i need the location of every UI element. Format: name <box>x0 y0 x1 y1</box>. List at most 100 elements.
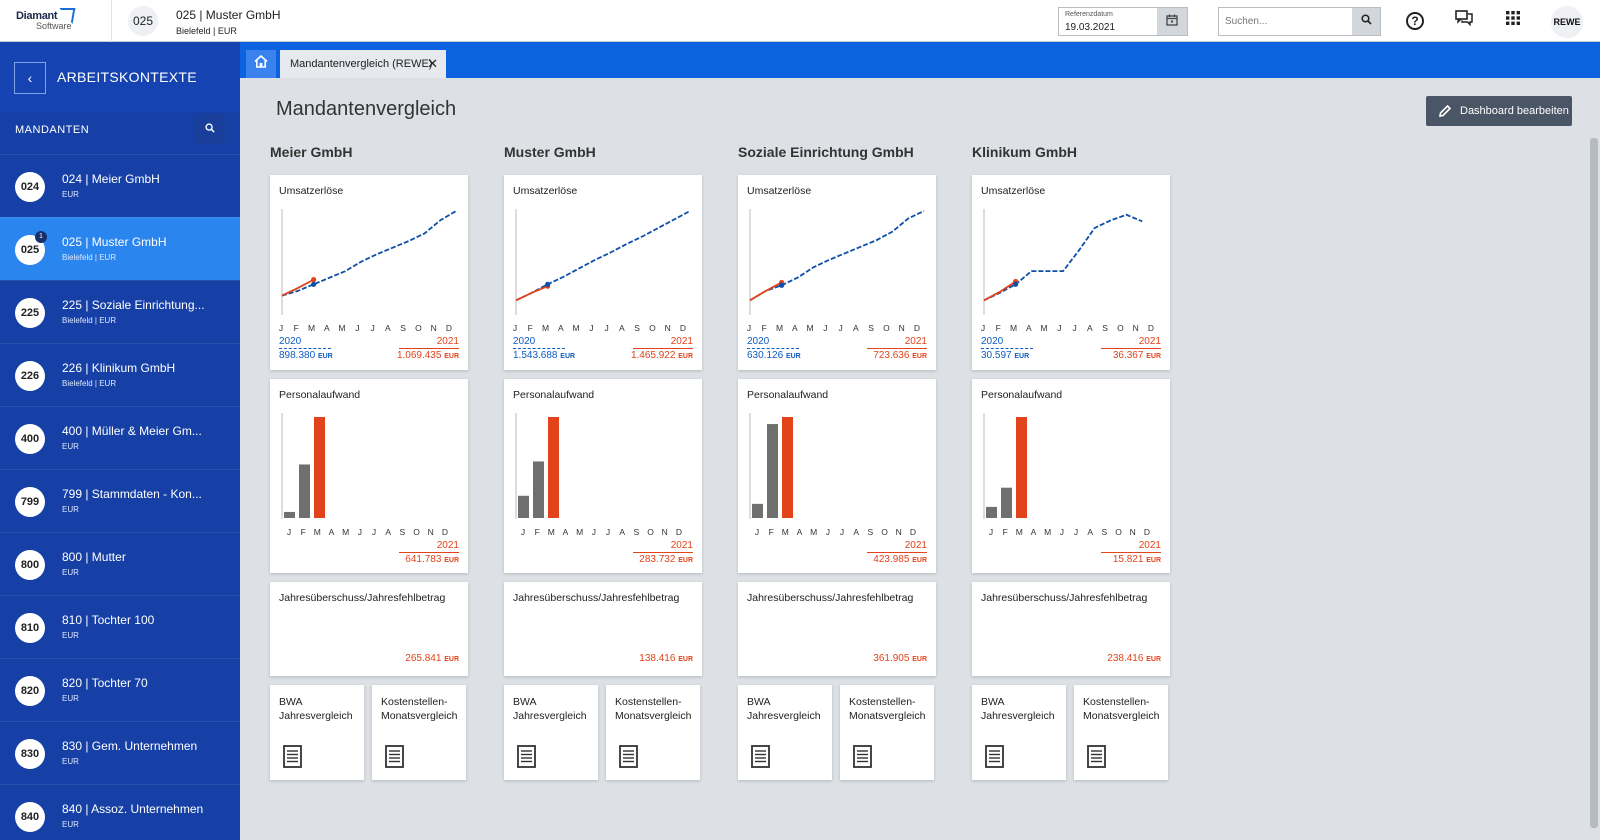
sidebar-item-024[interactable]: 024 024 | Meier GmbH EUR <box>0 154 240 217</box>
help-icon[interactable]: ? <box>1406 12 1424 30</box>
kostenstellen-card[interactable]: Kostenstellen-Monatsvergleich <box>1074 685 1168 780</box>
chat-icon[interactable] <box>1453 10 1475 32</box>
mandant-name: 810 | Tochter 100 <box>62 613 155 627</box>
calendar-icon[interactable] <box>1157 8 1187 35</box>
month-tick-label: A <box>796 527 803 537</box>
card-title: Jahresüberschuss/Jahresfehlbetrag <box>513 592 680 604</box>
logo-line2: Software <box>36 21 72 31</box>
jahresueberschuss-card[interactable]: Jahresüberschuss/Jahresfehlbetrag 361.905… <box>738 582 936 676</box>
kostenstellen-card[interactable]: Kostenstellen-Monatsvergleich <box>840 685 934 780</box>
bwa-card[interactable]: BWA Jahresvergleich <box>504 685 598 780</box>
user-avatar[interactable]: REWE <box>1551 6 1583 38</box>
month-tick-label: D <box>909 527 916 537</box>
sidebar-item-025[interactable]: 025 1 025 | Muster GmbH Bielefeld | EUR <box>0 217 240 280</box>
month-tick-label: F <box>293 323 299 333</box>
document-icon <box>283 745 302 768</box>
sidebar-item-800[interactable]: 800 800 | Mutter EUR <box>0 532 240 595</box>
scrollbar[interactable] <box>1590 138 1598 828</box>
umsatz-card[interactable]: Umsatzerlöse 2020 630.126 EUR 2021 723.636 E… <box>738 175 936 370</box>
bar-month-F <box>299 464 310 518</box>
sidebar-item-810[interactable]: 810 810 | Tochter 100 EUR <box>0 595 240 658</box>
context-code-badge[interactable]: 025 <box>128 6 158 36</box>
value-number: 423.985 <box>873 554 910 565</box>
mandant-subtitle: EUR <box>62 820 79 829</box>
kostenstellen-card[interactable]: Kostenstellen-Monatsvergleich <box>372 685 466 780</box>
sidebar-item-226[interactable]: 226 226 | Klinikum GmbH Bielefeld | EUR <box>0 343 240 406</box>
month-tick-label: S <box>868 323 874 333</box>
personal-card[interactable]: Personalaufwand 2021 423.985 EUR J F M A M J J A S O… <box>738 379 936 573</box>
month-tick-label: F <box>1002 527 1008 537</box>
month-tick-label: A <box>619 323 625 333</box>
prev-year-label: 2020 <box>981 336 1033 349</box>
reference-date-field[interactable]: Referenzdatum 19.03.2021 <box>1058 7 1188 36</box>
sidebar-item-840[interactable]: 840 840 | Assoz. Unternehmen EUR <box>0 784 240 840</box>
series-line-prev-year <box>749 210 925 302</box>
logo[interactable]: Diamant Software <box>0 0 112 42</box>
jahresueberschuss-card[interactable]: Jahresüberschuss/Jahresfehlbetrag 238.416… <box>972 582 1170 676</box>
reference-date-value[interactable]: 19.03.2021 <box>1065 22 1116 33</box>
month-tick-label: J <box>754 527 760 537</box>
card-title: BWA Jahresvergleich <box>747 696 821 722</box>
jahresueberschuss-card[interactable]: Jahresüberschuss/Jahresfehlbetrag 265.841… <box>270 582 468 676</box>
curr-year-label: 2021 <box>1101 336 1161 349</box>
umsatz-card[interactable]: Umsatzerlöse 2020 898.380 EUR 2021 1.069.435… <box>270 175 468 370</box>
curr-year-value: 15.821 EUR <box>1113 554 1161 565</box>
bar-month-J <box>986 506 997 518</box>
close-tab-icon[interactable]: ✕ <box>427 56 438 71</box>
sidebar-title: ARBEITSKONTEXTE <box>57 69 197 85</box>
month-tick-label: J <box>825 527 830 537</box>
curr-year-label: 2021 <box>399 336 459 349</box>
bar-month-F <box>767 424 778 518</box>
sidebar-item-820[interactable]: 820 820 | Tochter 70 EUR <box>0 658 240 721</box>
mandant-name: 225 | Soziale Einrichtung... <box>62 298 205 312</box>
card-title: Jahresüberschuss/Jahresfehlbetrag <box>279 592 446 604</box>
jahresueberschuss-card[interactable]: Jahresüberschuss/Jahresfehlbetrag 138.416… <box>504 582 702 676</box>
apps-grid-icon[interactable] <box>1502 10 1524 32</box>
month-tick-label: S <box>399 527 406 537</box>
kostenstellen-card[interactable]: Kostenstellen-Monatsvergleich <box>606 685 700 780</box>
sidebar-item-400[interactable]: 400 400 | Müller & Meier Gm... EUR <box>0 406 240 469</box>
month-tick-label: O <box>649 323 656 333</box>
collapse-sidebar-button[interactable]: ‹ <box>14 62 46 94</box>
sidebar-section-label: MANDANTEN <box>15 124 90 136</box>
month-tick-label: J <box>839 527 845 537</box>
sidebar-item-225[interactable]: 225 225 | Soziale Einrichtung... Bielefeld… <box>0 280 240 343</box>
mandant-code-badge: 226 <box>15 361 45 391</box>
card-title: Personalaufwand <box>513 389 595 401</box>
home-tab-icon[interactable] <box>246 50 276 78</box>
value-number: 1.465.922 <box>630 350 676 361</box>
month-tick-label: M <box>1009 323 1018 333</box>
bwa-card[interactable]: BWA Jahresvergleich <box>270 685 364 780</box>
sidebar-item-830[interactable]: 830 830 | Gem. Unternehmen EUR <box>0 721 240 784</box>
umsatz-card[interactable]: Umsatzerlöse 2020 1.543.688 EUR 2021 1.465.9… <box>504 175 702 370</box>
currency-unit: EUR <box>1146 557 1161 564</box>
value-number: 630.126 <box>747 350 784 361</box>
edit-dashboard-button[interactable]: Dashboard bearbeiten <box>1426 96 1572 126</box>
prev-year-label: 2020 <box>747 336 799 349</box>
tab-mandantenvergleich[interactable]: Mandantenvergleich (REWE) ✕ <box>280 50 446 78</box>
search-icon[interactable] <box>1352 8 1380 35</box>
personal-card[interactable]: Personalaufwand 2021 283.732 EUR J F M A M J J A S O… <box>504 379 702 573</box>
card-title: Kostenstellen-Monatsvergleich <box>615 696 692 722</box>
month-tick-label: A <box>385 527 392 537</box>
month-tick-label: D <box>441 527 448 537</box>
bwa-card[interactable]: BWA Jahresvergleich <box>738 685 832 780</box>
document-icon <box>517 745 536 768</box>
bwa-card[interactable]: BWA Jahresvergleich <box>972 685 1066 780</box>
tab-label: Mandantenvergleich (REWE) <box>290 58 433 70</box>
series-line-curr-year <box>983 280 1017 302</box>
sidebar-item-799[interactable]: 799 799 | Stammdaten - Kon... EUR <box>0 469 240 532</box>
personal-card[interactable]: Personalaufwand 2021 15.821 EUR J F M A M J J A S O N… <box>972 379 1170 573</box>
curr-year-value: 1.465.922 EUR <box>631 350 693 361</box>
umsatz-card[interactable]: Umsatzerlöse 2020 30.597 EUR 2021 36.367 EUR… <box>972 175 1170 370</box>
personal-card[interactable]: Personalaufwand 2021 641.783 EUR J F M A M J J A S O… <box>270 379 468 573</box>
mandant-code-badge: 800 <box>15 550 45 580</box>
month-tick-label: N <box>664 323 671 333</box>
curr-year-point <box>311 277 317 283</box>
value-number: 36.367 <box>1112 350 1144 361</box>
month-tick-label: M <box>342 527 350 537</box>
sidebar-search-icon[interactable] <box>195 114 225 144</box>
